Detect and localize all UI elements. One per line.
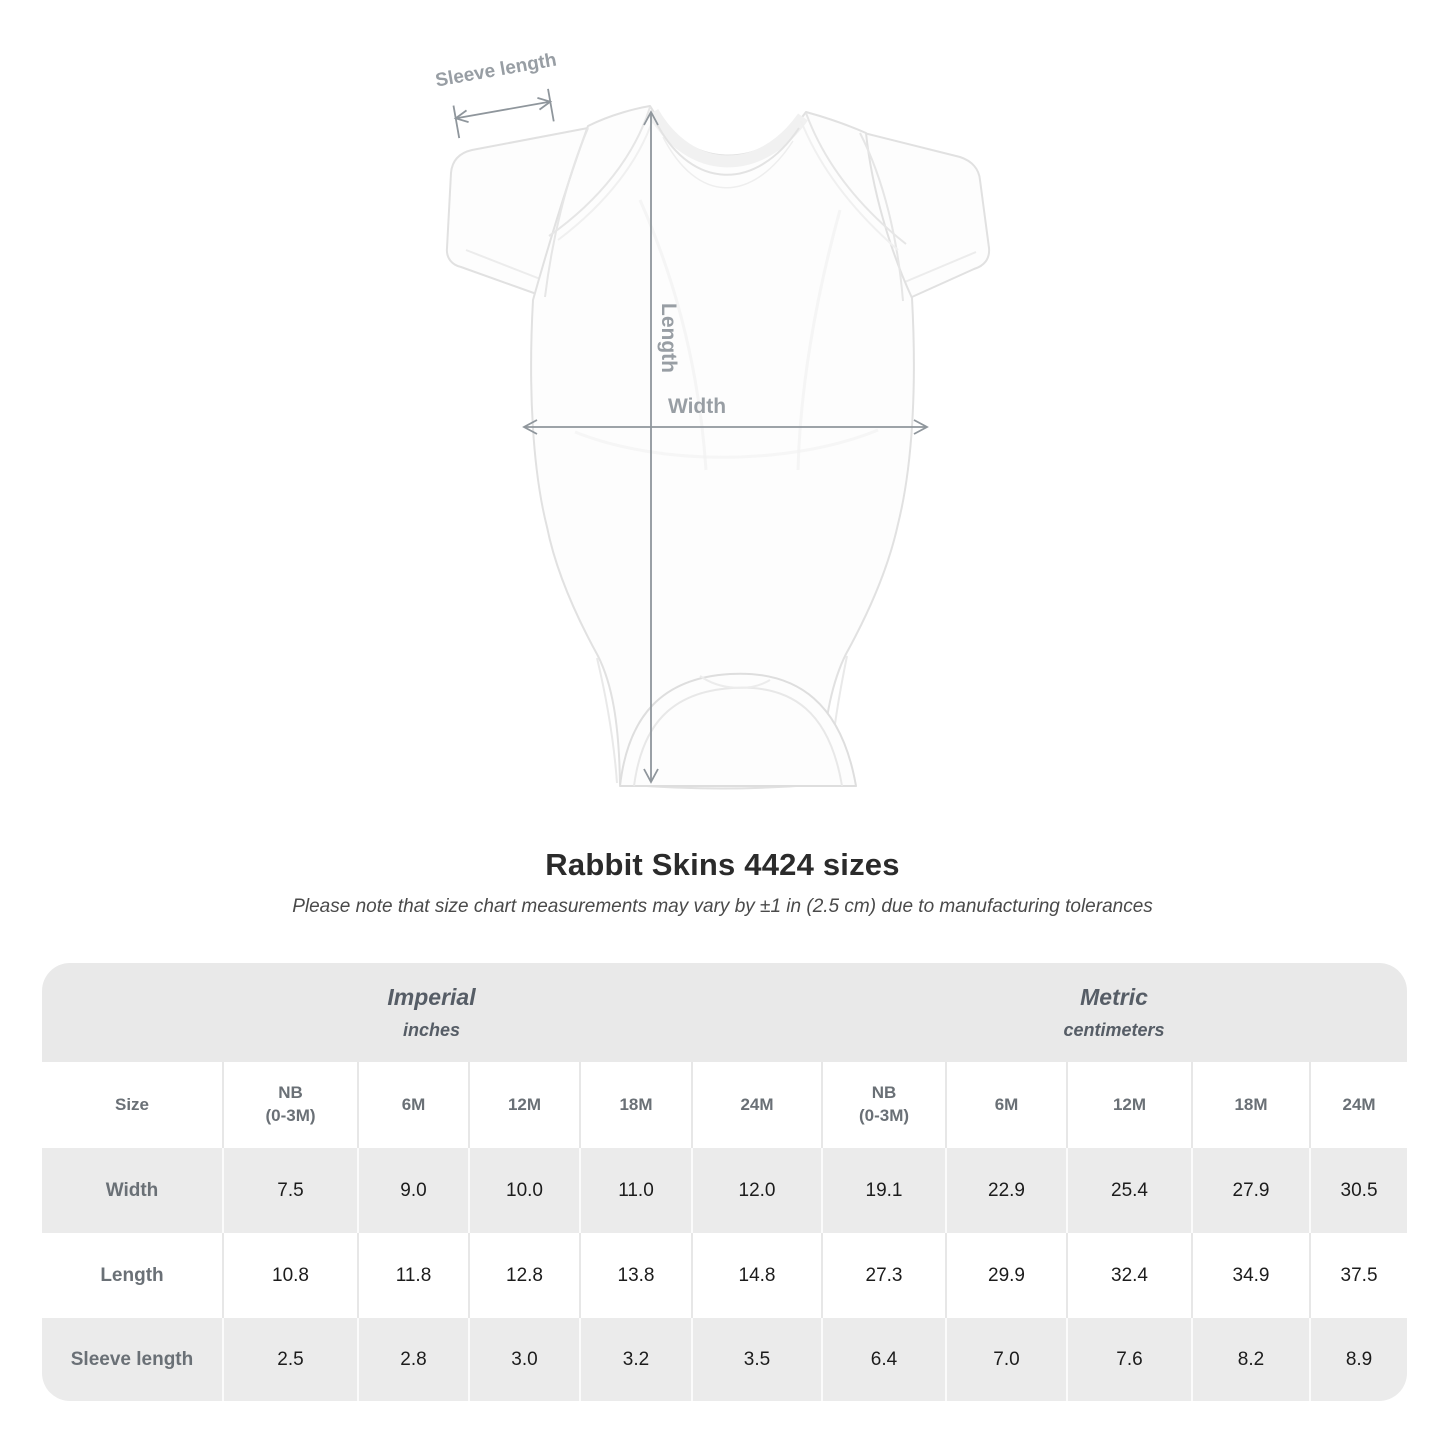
value-cell: 3.0 — [468, 1318, 579, 1401]
row-label-length: Length — [42, 1233, 222, 1318]
value-cell: 8.2 — [1191, 1318, 1309, 1401]
value-cell: 2.5 — [222, 1318, 357, 1401]
col-header-imperial-18m: 18M — [579, 1062, 691, 1148]
col-header-metric-6m: 6M — [945, 1062, 1066, 1148]
length-label: Length — [657, 303, 680, 373]
value-cell: 13.8 — [579, 1233, 691, 1318]
value-cell: 27.9 — [1191, 1148, 1309, 1233]
value-cell: 14.8 — [691, 1233, 821, 1318]
col-header-imperial-nb: NB (0-3M) — [222, 1062, 357, 1148]
metric-group-header: Metric centimeters — [821, 963, 1408, 1062]
metric-unit-label: centimeters — [1063, 1020, 1165, 1040]
value-cell: 30.5 — [1309, 1148, 1408, 1233]
table-row-length: Length 10.8 11.8 12.8 13.8 14.8 27.3 29.… — [42, 1233, 1408, 1318]
value-cell: 19.1 — [821, 1148, 945, 1233]
size-column-header: Size — [42, 1062, 222, 1148]
value-cell: 32.4 — [1066, 1233, 1191, 1318]
page-title: Rabbit Skins 4424 sizes — [545, 847, 900, 882]
metric-label: Metric — [1080, 984, 1148, 1010]
value-cell: 27.3 — [821, 1233, 945, 1318]
row-label-sleeve-length: Sleeve length — [42, 1318, 222, 1401]
table-row-width: Width 7.5 9.0 10.0 11.0 12.0 19.1 22.9 2… — [42, 1148, 1408, 1233]
col-header-imperial-24m: 24M — [691, 1062, 821, 1148]
imperial-label: Imperial — [387, 984, 476, 1010]
value-cell: 12.0 — [691, 1148, 821, 1233]
value-cell: 25.4 — [1066, 1148, 1191, 1233]
sleeve-length-label: Sleeve length — [434, 50, 558, 92]
col-header-imperial-6m: 6M — [357, 1062, 468, 1148]
value-cell: 34.9 — [1191, 1233, 1309, 1318]
unit-group-row: Imperial inches Metric centimeters — [42, 963, 1408, 1062]
value-cell: 8.9 — [1309, 1318, 1408, 1401]
size-table: Imperial inches Metric centimeters Size … — [42, 963, 1408, 1401]
col-header-metric-18m: 18M — [1191, 1062, 1309, 1148]
value-cell: 6.4 — [821, 1318, 945, 1401]
onesie-diagram: Sleeve length Length Width — [434, 50, 991, 790]
value-cell: 11.0 — [579, 1148, 691, 1233]
col-header-metric-24m: 24M — [1309, 1062, 1408, 1148]
value-cell: 9.0 — [357, 1148, 468, 1233]
onesie-illustration: Sleeve length Length Width — [434, 50, 991, 790]
value-cell: 22.9 — [945, 1148, 1066, 1233]
value-cell: 7.0 — [945, 1318, 1066, 1401]
table-row-sleeve-length: Sleeve length 2.5 2.8 3.0 3.2 3.5 6.4 7.… — [42, 1318, 1408, 1401]
value-cell: 7.6 — [1066, 1318, 1191, 1401]
value-cell: 29.9 — [945, 1233, 1066, 1318]
size-header-row: Size NB (0-3M) 6M 12M 18M 24M NB (0-3M) 6M… — [42, 1062, 1408, 1148]
col-header-metric-12m: 12M — [1066, 1062, 1191, 1148]
value-cell: 3.2 — [579, 1318, 691, 1401]
value-cell: 37.5 — [1309, 1233, 1408, 1318]
row-label-width: Width — [42, 1148, 222, 1233]
value-cell: 2.8 — [357, 1318, 468, 1401]
value-cell: 7.5 — [222, 1148, 357, 1233]
tolerance-note: Please note that size chart measurements… — [292, 896, 1153, 917]
value-cell: 10.8 — [222, 1233, 357, 1318]
value-cell: 3.5 — [691, 1318, 821, 1401]
imperial-group-header: Imperial inches — [42, 963, 821, 1062]
value-cell: 10.0 — [468, 1148, 579, 1233]
col-header-metric-nb: NB (0-3M) — [821, 1062, 945, 1148]
value-cell: 12.8 — [468, 1233, 579, 1318]
width-label: Width — [668, 395, 726, 418]
measurement-annotations — [452, 88, 929, 784]
imperial-unit-label: inches — [402, 1020, 461, 1040]
value-cell: 11.8 — [357, 1233, 468, 1318]
bodysuit-body — [530, 105, 915, 790]
col-header-imperial-12m: 12M — [468, 1062, 579, 1148]
sleeve-dimension-line — [452, 88, 555, 139]
